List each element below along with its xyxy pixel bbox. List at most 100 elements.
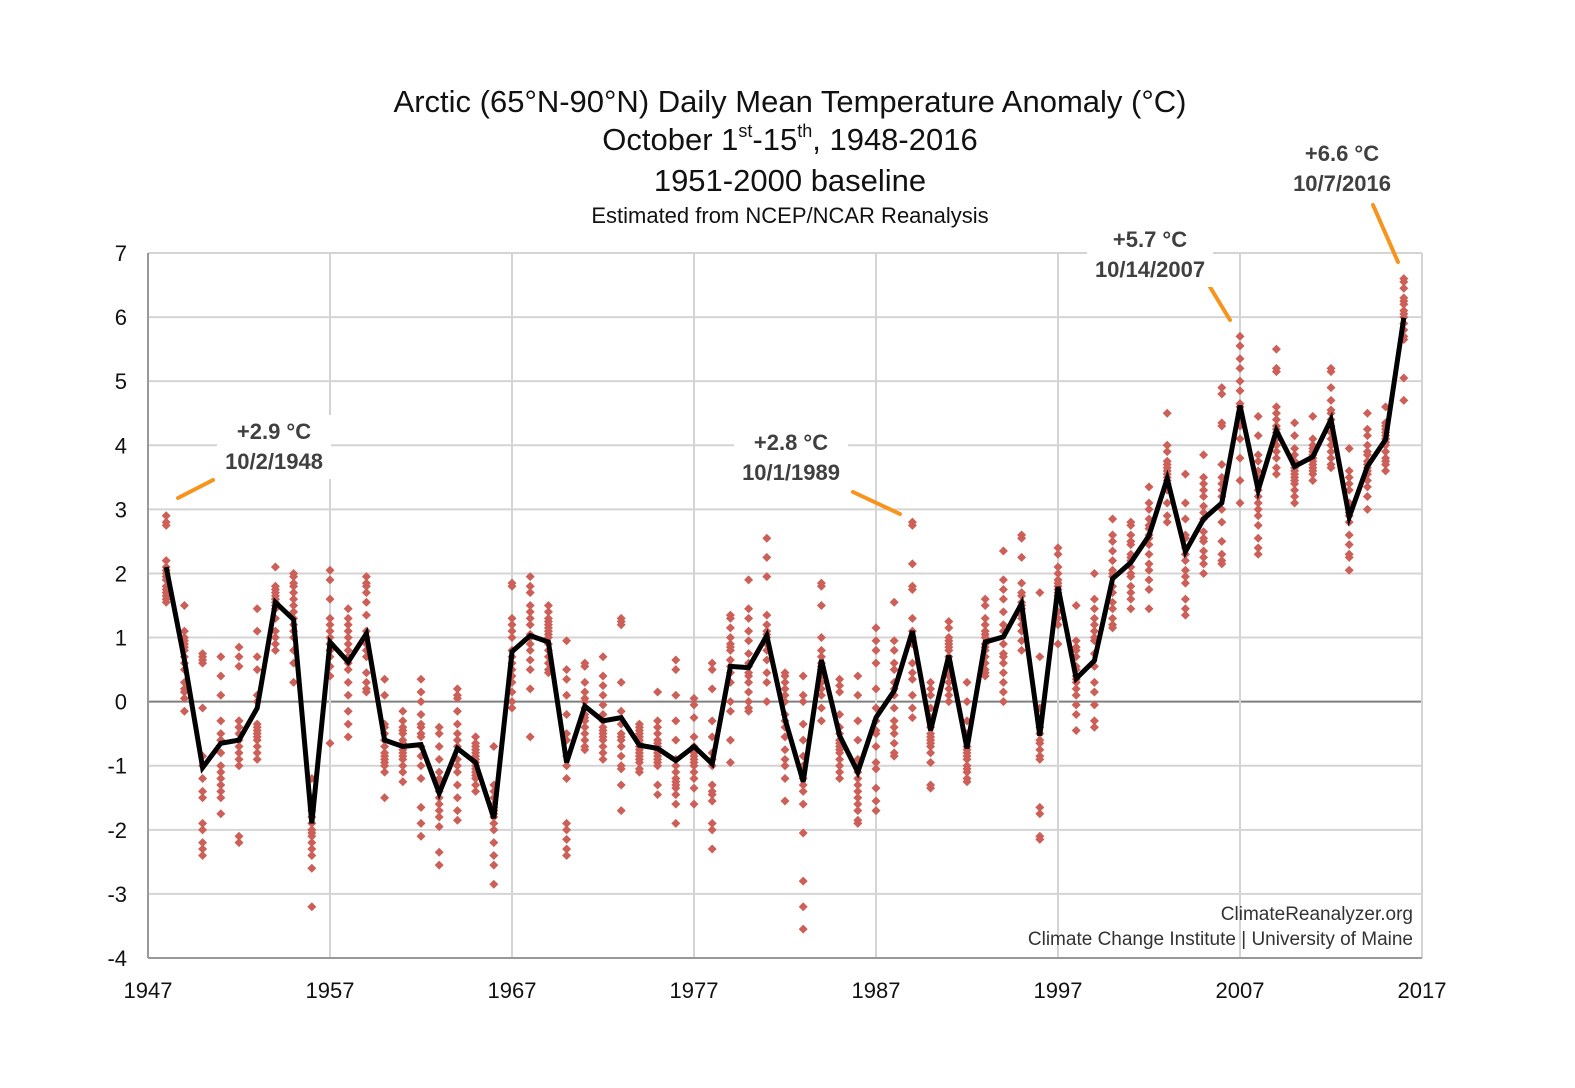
daily-point xyxy=(616,742,626,751)
daily-point xyxy=(1108,536,1118,546)
daily-point xyxy=(1217,549,1227,559)
daily-point xyxy=(653,729,663,739)
daily-point xyxy=(998,584,1008,594)
daily-point xyxy=(853,806,863,816)
credit-institution: Climate Change Institute | University of… xyxy=(1027,929,1413,950)
daily-point xyxy=(525,588,535,598)
daily-point xyxy=(1271,415,1281,425)
daily-point xyxy=(853,793,863,803)
daily-point xyxy=(234,642,244,652)
daily-point xyxy=(198,844,208,854)
daily-point xyxy=(1089,613,1099,623)
x-tick-label: 2007 xyxy=(1216,978,1265,1003)
y-tick-label: 0 xyxy=(115,690,127,715)
daily-point xyxy=(1162,498,1172,508)
daily-point xyxy=(1326,453,1336,463)
daily-point xyxy=(871,764,881,774)
daily-point xyxy=(216,793,226,803)
daily-point xyxy=(1199,559,1209,569)
annotation-date: 10/14/2007 xyxy=(1094,257,1206,282)
daily-point xyxy=(762,677,772,687)
daily-point xyxy=(562,665,572,675)
daily-point xyxy=(580,677,590,687)
daily-point xyxy=(234,838,244,848)
daily-point xyxy=(179,693,189,703)
daily-point xyxy=(343,613,353,623)
daily-point xyxy=(325,594,335,604)
daily-point xyxy=(1326,463,1336,473)
daily-point xyxy=(1362,424,1372,434)
daily-point xyxy=(489,850,499,860)
daily-point xyxy=(889,716,899,726)
daily-point xyxy=(1271,344,1281,354)
daily-point xyxy=(616,677,626,687)
daily-point xyxy=(634,767,644,777)
daily-point xyxy=(907,613,917,623)
daily-point xyxy=(835,681,845,691)
daily-point xyxy=(198,825,208,835)
daily-point xyxy=(598,671,608,681)
daily-point xyxy=(689,693,699,703)
daily-point xyxy=(671,665,681,675)
daily-point xyxy=(671,790,681,800)
daily-point xyxy=(1035,754,1045,764)
daily-point xyxy=(798,786,808,796)
daily-point xyxy=(907,713,917,723)
daily-point xyxy=(1253,511,1263,521)
daily-point xyxy=(507,613,517,623)
daily-point xyxy=(835,687,845,697)
daily-point xyxy=(1399,296,1409,306)
daily-point xyxy=(471,780,481,790)
daily-point xyxy=(398,777,408,787)
daily-point xyxy=(452,780,462,790)
daily-point xyxy=(1162,408,1172,418)
daily-point xyxy=(707,658,717,668)
daily-point xyxy=(926,677,936,687)
daily-point xyxy=(380,767,390,777)
daily-point xyxy=(689,758,699,768)
daily-point xyxy=(1017,533,1027,543)
daily-point xyxy=(1290,466,1300,476)
daily-point xyxy=(580,687,590,697)
mean-series-line xyxy=(163,317,1407,824)
daily-point xyxy=(907,674,917,684)
annotation-leader-line xyxy=(1208,285,1232,322)
daily-point xyxy=(780,796,790,806)
daily-point xyxy=(543,617,553,627)
daily-point xyxy=(216,774,226,784)
daily-point xyxy=(780,671,790,681)
daily-point xyxy=(671,774,681,784)
daily-point xyxy=(980,594,990,604)
daily-point xyxy=(907,559,917,569)
daily-point xyxy=(1071,645,1081,655)
daily-point xyxy=(380,690,390,700)
daily-point xyxy=(1071,700,1081,710)
annotation-date: 10/1/1989 xyxy=(742,460,840,485)
daily-point xyxy=(889,636,899,646)
daily-point xyxy=(380,793,390,803)
daily-point xyxy=(816,601,826,610)
daily-point xyxy=(343,604,353,614)
daily-point xyxy=(252,729,262,739)
daily-point xyxy=(798,924,808,934)
daily-point xyxy=(1362,504,1372,514)
daily-point xyxy=(452,706,462,716)
daily-point xyxy=(489,742,499,751)
daily-point xyxy=(1035,652,1045,662)
daily-point xyxy=(525,572,535,582)
daily-point xyxy=(871,796,881,806)
annotation-value: +2.9 °C xyxy=(236,419,312,444)
daily-point xyxy=(871,636,881,646)
daily-point xyxy=(1071,725,1081,735)
daily-point xyxy=(179,706,189,716)
daily-point xyxy=(853,799,863,809)
daily-point xyxy=(325,620,335,630)
daily-point xyxy=(1144,584,1154,594)
daily-point xyxy=(289,677,299,687)
daily-point xyxy=(525,607,535,617)
daily-point xyxy=(707,716,717,726)
daily-point xyxy=(416,761,426,771)
daily-point xyxy=(835,767,845,777)
daily-point xyxy=(1199,479,1209,489)
